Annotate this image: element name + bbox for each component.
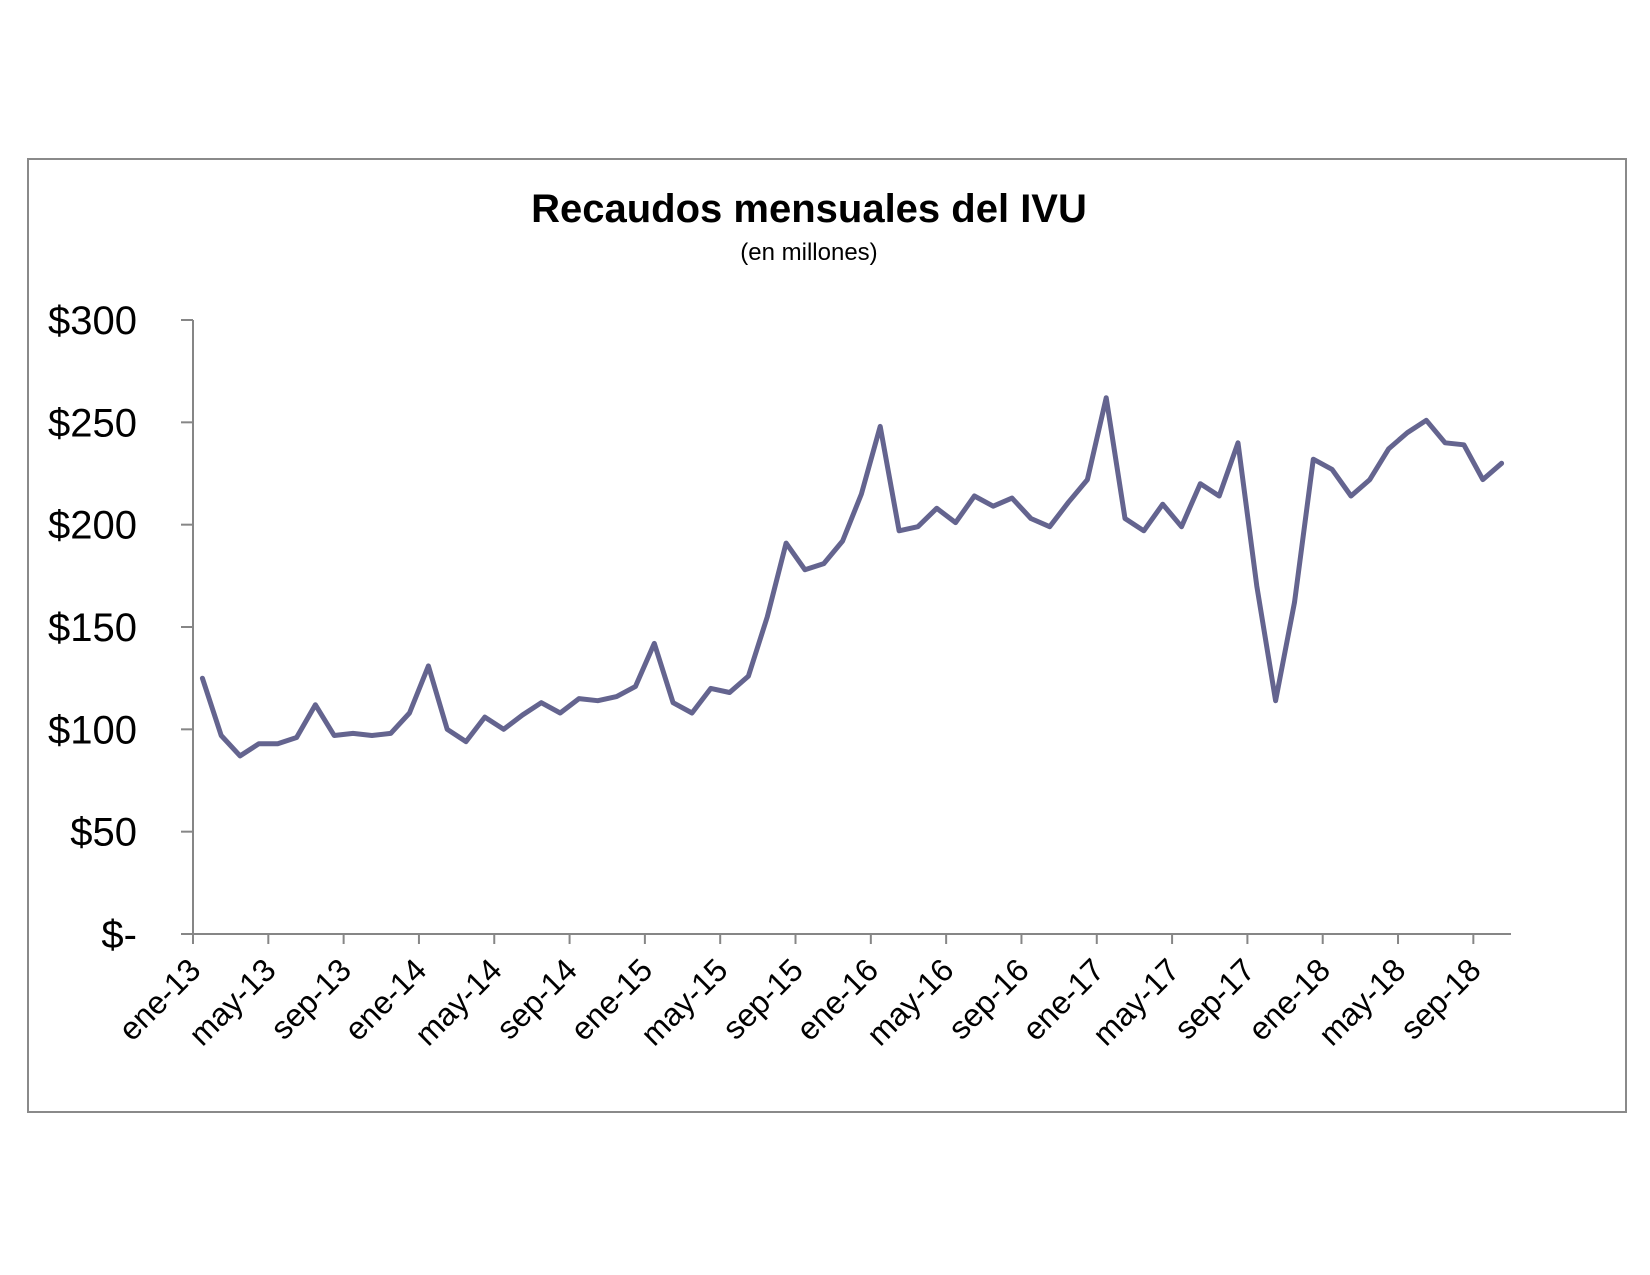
data-point <box>1311 457 1316 462</box>
data-point <box>689 710 694 715</box>
chart-frame: Recaudos mensuales del IVU (en millones)… <box>27 158 1627 1113</box>
data-point <box>1123 516 1128 521</box>
data-point <box>802 567 807 572</box>
data-point <box>1198 481 1203 486</box>
data-point <box>520 713 525 718</box>
x-tick-label: sep-17 <box>1167 951 1262 1046</box>
data-point <box>915 524 920 529</box>
y-axis-ticks: $- $50 $100 $150 $200 $250 $300 <box>48 299 193 957</box>
data-point <box>351 731 356 736</box>
data-point <box>294 735 299 740</box>
data-point <box>1104 395 1109 400</box>
data-point <box>1292 600 1297 605</box>
data-point <box>595 698 600 703</box>
data-point <box>746 674 751 679</box>
axes <box>192 320 1511 935</box>
series-line <box>199 395 1505 759</box>
data-point <box>652 641 657 646</box>
data-point <box>878 424 883 429</box>
data-point <box>1273 698 1278 703</box>
x-tick-label: sep-14 <box>489 951 584 1046</box>
data-point <box>1235 440 1240 445</box>
data-point <box>558 710 563 715</box>
data-point <box>897 528 902 533</box>
data-point <box>1160 502 1165 507</box>
data-point <box>614 694 619 699</box>
y-tick-label: $50 <box>70 811 137 855</box>
data-point <box>765 614 770 619</box>
data-point <box>369 733 374 738</box>
data-point <box>633 684 638 689</box>
data-point <box>1348 494 1353 499</box>
x-tick-label: sep-13 <box>263 951 358 1046</box>
data-point <box>1254 584 1259 589</box>
data-point <box>1480 477 1485 482</box>
data-point <box>200 676 205 681</box>
data-point <box>332 733 337 738</box>
data-point <box>1443 440 1448 445</box>
data-point <box>482 715 487 720</box>
data-point <box>727 690 732 695</box>
x-tick-label: sep-15 <box>715 951 810 1046</box>
series-layer <box>199 395 1505 759</box>
chart-svg: Recaudos mensuales del IVU (en millones)… <box>48 187 1511 1052</box>
data-point <box>784 541 789 546</box>
y-tick-label: $- <box>101 913 137 957</box>
data-point <box>953 520 958 525</box>
data-point <box>219 733 224 738</box>
data-point <box>1461 442 1466 447</box>
data-point <box>313 702 318 707</box>
y-tick-label: $200 <box>48 504 137 548</box>
data-point <box>1330 467 1335 472</box>
x-tick-label: sep-18 <box>1393 951 1488 1046</box>
data-point <box>501 727 506 732</box>
x-tick-label: sep-16 <box>941 951 1036 1046</box>
data-point <box>1066 500 1071 505</box>
data-point <box>426 663 431 668</box>
data-point <box>1179 524 1184 529</box>
data-point <box>1405 430 1410 435</box>
y-tick-label: $150 <box>48 606 137 650</box>
data-point <box>1047 524 1052 529</box>
data-point <box>991 504 996 509</box>
data-point <box>238 753 243 758</box>
data-point <box>1499 461 1504 466</box>
data-point <box>972 494 977 499</box>
data-point <box>445 727 450 732</box>
data-point <box>539 700 544 705</box>
x-axis-ticks: ene-13may-13sep-13ene-14may-14sep-14ene-… <box>111 934 1488 1052</box>
data-point <box>1424 418 1429 423</box>
data-point <box>821 561 826 566</box>
data-point <box>1386 446 1391 451</box>
data-point <box>1028 516 1033 521</box>
data-point <box>1367 477 1372 482</box>
data-point <box>1085 477 1090 482</box>
data-point <box>464 739 469 744</box>
chart-subtitle: (en millones) <box>740 239 877 266</box>
data-point <box>1010 496 1015 501</box>
chart-title: Recaudos mensuales del IVU <box>531 187 1087 231</box>
data-point <box>407 710 412 715</box>
data-point <box>275 741 280 746</box>
data-point <box>671 700 676 705</box>
data-point <box>388 731 393 736</box>
y-tick-label: $300 <box>48 299 137 343</box>
data-point <box>576 696 581 701</box>
data-point <box>859 491 864 496</box>
data-point <box>840 539 845 544</box>
y-tick-label: $250 <box>48 401 137 445</box>
data-point <box>256 741 261 746</box>
data-point <box>1217 494 1222 499</box>
data-point <box>708 686 713 691</box>
y-tick-label: $100 <box>48 708 137 752</box>
data-point <box>934 506 939 511</box>
data-point <box>1141 528 1146 533</box>
